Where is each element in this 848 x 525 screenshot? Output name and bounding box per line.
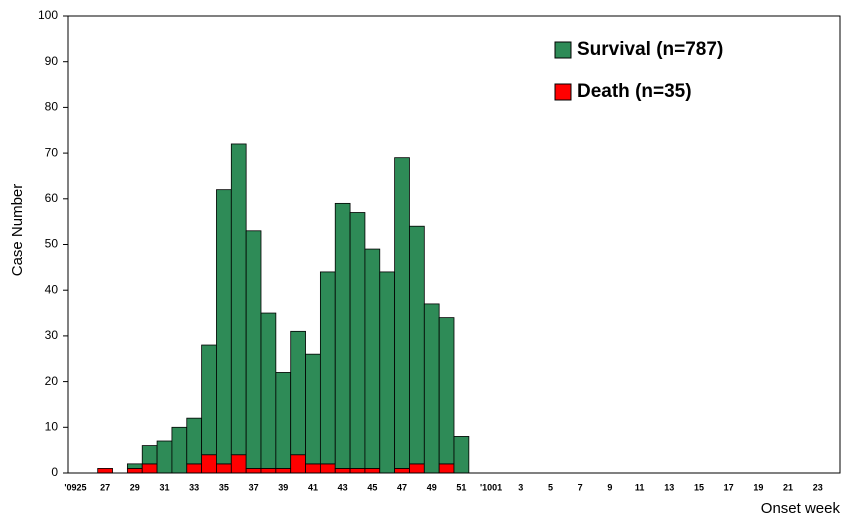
bar-segment: [319, 463, 336, 474]
bar-segment: [275, 468, 292, 474]
x-tick-label: 31: [159, 482, 169, 492]
x-tick-label: 27: [100, 482, 110, 492]
x-tick-label: 49: [427, 482, 437, 492]
bar-segment: [171, 426, 188, 474]
bar-segment: [438, 463, 455, 474]
bar-segment: [409, 225, 425, 465]
bar-segment: [245, 230, 262, 469]
x-tick-label: 7: [578, 482, 583, 492]
y-tick-label: 90: [45, 54, 59, 68]
bar-segment: [394, 157, 410, 469]
bar-segment: [364, 468, 381, 474]
bar-segment: [201, 454, 217, 474]
x-tick-label: 11: [635, 482, 645, 492]
bar-segment: [126, 468, 143, 474]
bar-segment: [394, 468, 410, 474]
bar-segment: [141, 445, 158, 465]
x-tick-label: 15: [694, 482, 704, 492]
y-tick-label: 70: [45, 145, 59, 159]
bar-segment: [305, 463, 321, 474]
bar-segment: [156, 440, 173, 474]
legend-swatch: [554, 83, 572, 101]
bar-segment: [230, 143, 247, 456]
x-tick-label: 37: [249, 482, 259, 492]
bar-segment: [230, 454, 247, 474]
bar-segment: [409, 463, 425, 474]
x-axis-title: Onset week: [761, 500, 841, 517]
bar-segment: [97, 468, 113, 474]
bar-segment: [126, 463, 143, 469]
y-tick-label: 60: [45, 191, 59, 205]
bar-segment: [186, 463, 203, 474]
y-axis-title: Case Number: [9, 184, 26, 277]
x-tick-label: 13: [664, 482, 674, 492]
x-tick-label: 43: [338, 482, 348, 492]
legend-label: Death (n=35): [577, 81, 692, 102]
bar-segment: [260, 312, 277, 469]
x-tick-label: 5: [548, 482, 553, 492]
x-tick-label: 51: [456, 482, 466, 492]
x-tick-label: 45: [367, 482, 377, 492]
bar-segment: [216, 463, 232, 474]
x-tick-label: 9: [607, 482, 612, 492]
bar-segment: [216, 189, 232, 465]
y-tick-label: 30: [45, 328, 59, 342]
x-tick-label: 33: [189, 482, 199, 492]
x-tick-label: '1001: [480, 482, 502, 492]
bar-segment: [319, 271, 336, 465]
x-tick-label: 3: [518, 482, 523, 492]
bar-segment: [245, 468, 262, 474]
x-tick-label: 17: [724, 482, 734, 492]
x-tick-label: 19: [753, 482, 763, 492]
y-tick-label: 20: [45, 374, 59, 388]
x-tick-label: 23: [813, 482, 823, 492]
y-tick-label: 100: [38, 8, 58, 22]
x-tick-label: 39: [278, 482, 288, 492]
x-tick-label: '0925: [64, 482, 86, 492]
x-tick-label: 41: [308, 482, 318, 492]
bar-segment: [453, 436, 470, 474]
y-tick-label: 10: [45, 419, 59, 433]
bar-segment: [186, 417, 203, 465]
bar-segment: [349, 212, 366, 469]
bar-segment: [260, 468, 277, 474]
bar-segment: [423, 303, 440, 474]
bar-segment: [305, 353, 321, 465]
bar-segment: [379, 271, 396, 474]
bar-segment: [275, 372, 292, 469]
bar-segment: [334, 468, 351, 474]
bar-segment: [290, 330, 306, 456]
bar-segment: [141, 463, 158, 474]
bar-segment: [290, 454, 306, 474]
bar-segment: [349, 468, 366, 474]
y-tick-label: 0: [51, 465, 58, 479]
bar-segment: [334, 202, 351, 469]
bar-segment: [201, 344, 217, 456]
bar-segment: [438, 317, 455, 465]
y-tick-label: 80: [45, 100, 59, 114]
x-tick-label: 21: [783, 482, 793, 492]
x-tick-label: 35: [219, 482, 229, 492]
y-tick-label: 50: [45, 237, 59, 251]
x-tick-label: 29: [130, 482, 140, 492]
plot-frame: [67, 15, 841, 474]
x-tick-label: 47: [397, 482, 407, 492]
y-tick-label: 40: [45, 282, 59, 296]
bar-segment: [364, 248, 381, 469]
legend-swatch: [554, 41, 572, 59]
legend-label: Survival (n=787): [577, 39, 723, 60]
